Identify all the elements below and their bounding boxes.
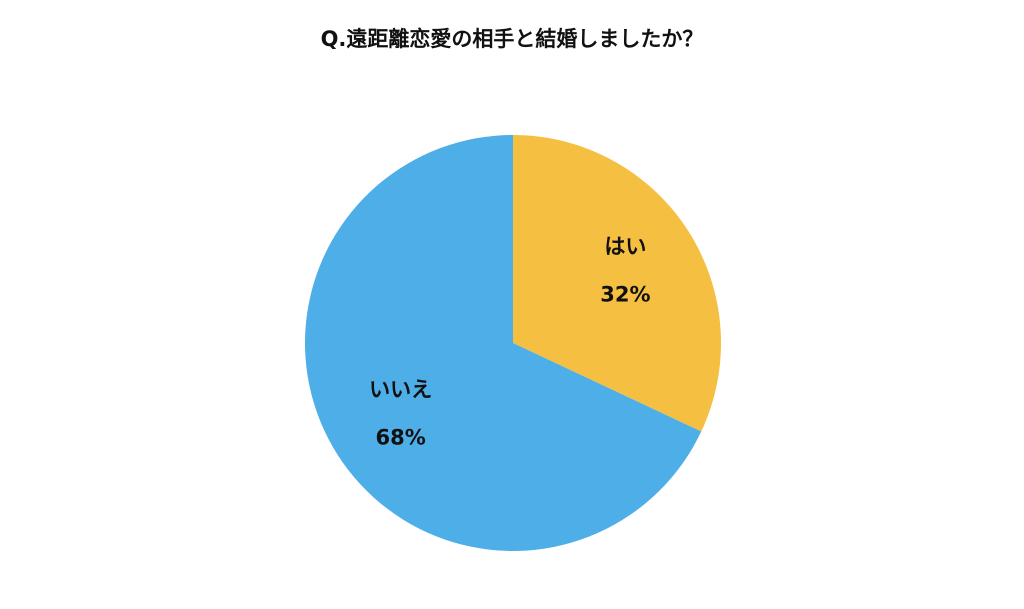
pie-slice [305,135,702,552]
slice-value-label: 32% [600,283,650,307]
chart-title: Q.遠距離恋愛の相手と結婚しましたか？ [321,27,704,51]
slice-category-label: はい [604,235,646,259]
pie-slice [513,135,722,432]
slice-value-label: 68% [375,425,425,449]
slice-category-label: いいえ [369,377,432,401]
